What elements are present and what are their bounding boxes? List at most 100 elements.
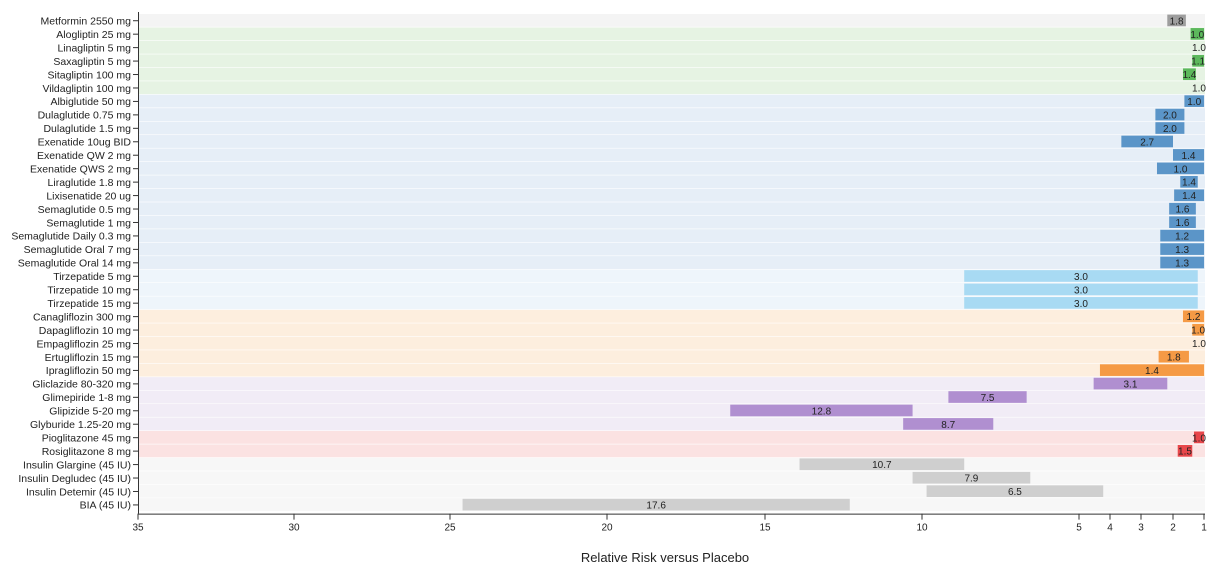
value-label: 1.0 bbox=[1192, 43, 1206, 54]
value-label: 3.1 bbox=[1124, 379, 1138, 390]
range-bar bbox=[1174, 189, 1204, 202]
x-tick-label: 35 bbox=[132, 523, 144, 534]
value-label: 1.1 bbox=[1191, 57, 1205, 68]
value-label: 1.3 bbox=[1175, 245, 1189, 256]
drug-label: Glipizide 5-20 mg bbox=[49, 406, 131, 418]
drug-label: Semaglutide Daily 0.3 mg bbox=[11, 231, 131, 243]
value-label: 1.3 bbox=[1175, 258, 1189, 269]
range-bar bbox=[1184, 95, 1204, 107]
range-bar bbox=[730, 404, 913, 417]
range-bar bbox=[1155, 108, 1185, 121]
drug-label: Linagliptin 5 mg bbox=[57, 42, 131, 54]
row-band bbox=[138, 148, 1205, 162]
row-band bbox=[138, 40, 1205, 54]
drug-label: Canagliflozin 300 mg bbox=[33, 311, 131, 323]
x-axis: 35 30 25 20 15 10 5 4 3 2 1 bbox=[132, 12, 1207, 534]
drug-label: Dapagliflozin 10 mg bbox=[39, 325, 131, 337]
row-band bbox=[138, 108, 1205, 121]
value-label: 6.5 bbox=[1008, 487, 1022, 498]
value-label: 3.0 bbox=[1074, 285, 1088, 296]
drug-label: Tirzepatide 15 mg bbox=[47, 298, 131, 310]
range-bar bbox=[964, 283, 1198, 296]
row-band bbox=[138, 135, 1205, 148]
range-bar bbox=[1182, 310, 1204, 323]
value-label: 17.6 bbox=[646, 501, 666, 512]
row-band bbox=[138, 363, 1205, 377]
drug-label: Glyburide 1.25-20 mg bbox=[30, 419, 131, 431]
drug-label: Lixisenatide 20 ug bbox=[46, 190, 131, 202]
drug-label: Semaglutide 0.5 mg bbox=[38, 204, 132, 216]
row-band bbox=[138, 390, 1205, 404]
x-tick-label: 4 bbox=[1107, 523, 1113, 534]
value-label: 1.6 bbox=[1176, 218, 1190, 229]
row-band bbox=[138, 377, 1205, 390]
row-band bbox=[138, 336, 1205, 350]
x-tick-label: 5 bbox=[1076, 523, 1082, 534]
range-bar bbox=[1155, 122, 1185, 134]
value-label: 2.0 bbox=[1163, 110, 1177, 121]
drug-label: BIA (45 IU) bbox=[80, 500, 131, 512]
range-bar bbox=[1192, 323, 1204, 336]
row-band bbox=[138, 121, 1205, 135]
range-bar bbox=[1099, 364, 1204, 376]
range-bar bbox=[1121, 135, 1173, 148]
range-bar bbox=[462, 498, 850, 511]
range-bar bbox=[1194, 431, 1204, 444]
range-bar bbox=[903, 418, 994, 430]
drug-label: Alogliptin 25 mg bbox=[56, 29, 131, 41]
drug-label: Semaglutide 1 mg bbox=[46, 217, 131, 229]
value-label: 1.0 bbox=[1174, 164, 1188, 175]
range-bar bbox=[1173, 149, 1204, 161]
value-label: 1.5 bbox=[1178, 447, 1192, 458]
drug-label: Exenatide QW 2 mg bbox=[37, 150, 131, 162]
drug-label: Exenatide QWS 2 mg bbox=[30, 163, 131, 175]
range-bar bbox=[1093, 377, 1168, 390]
x-tick-label: 3 bbox=[1138, 523, 1144, 534]
drug-label: Albiglutide 50 mg bbox=[50, 96, 131, 108]
value-label: 1.4 bbox=[1182, 151, 1196, 162]
value-label: 1.4 bbox=[1145, 366, 1159, 377]
drug-label: Tirzepatide 5 mg bbox=[53, 271, 131, 283]
drug-label: Insulin Detemir (45 IU) bbox=[26, 486, 131, 498]
row-band bbox=[138, 161, 1205, 175]
drug-label: Semaglutide Oral 14 mg bbox=[18, 258, 131, 270]
value-label: 1.0 bbox=[1187, 97, 1201, 108]
range-bar bbox=[1182, 68, 1196, 81]
range-bar bbox=[1169, 202, 1196, 215]
value-label: 1.0 bbox=[1191, 326, 1205, 337]
x-tick-label: 10 bbox=[916, 523, 928, 534]
drug-label: Saxagliptin 5 mg bbox=[53, 56, 131, 68]
x-tick-label: 20 bbox=[601, 523, 613, 534]
drug-label: Metformin 2550 mg bbox=[41, 16, 132, 28]
range-bar bbox=[1160, 256, 1204, 269]
x-axis-title: Relative Risk versus Placebo bbox=[581, 550, 749, 565]
range-bar bbox=[799, 458, 965, 471]
value-label: 2.0 bbox=[1163, 124, 1177, 135]
row-band bbox=[138, 215, 1205, 229]
value-label: 1.4 bbox=[1182, 191, 1196, 202]
value-label: 1.0 bbox=[1192, 84, 1206, 95]
value-label: 1.2 bbox=[1175, 232, 1189, 243]
range-bar bbox=[1177, 445, 1193, 457]
drug-label: Dulaglutide 0.75 mg bbox=[38, 110, 132, 122]
value-label: 1.0 bbox=[1192, 339, 1206, 350]
value-label: 1.8 bbox=[1170, 16, 1184, 27]
x-tick-label: 15 bbox=[759, 523, 771, 534]
range-bar bbox=[1167, 14, 1186, 27]
value-label: 1.0 bbox=[1190, 30, 1204, 41]
drug-label: Semaglutide Oral 7 mg bbox=[24, 244, 132, 256]
x-tick-label: 1 bbox=[1201, 523, 1207, 534]
range-bar bbox=[912, 471, 1031, 484]
drug-label: Tirzepatide 10 mg bbox=[47, 285, 131, 297]
row-band bbox=[138, 81, 1205, 95]
x-tick-label: 2 bbox=[1170, 523, 1176, 534]
row-band bbox=[138, 309, 1205, 323]
drug-label: Ertugliflozin 15 mg bbox=[45, 352, 132, 364]
row-band bbox=[138, 444, 1205, 458]
value-label: 1.4 bbox=[1182, 70, 1196, 81]
range-bar bbox=[926, 485, 1104, 497]
value-label: 1.2 bbox=[1187, 312, 1201, 323]
